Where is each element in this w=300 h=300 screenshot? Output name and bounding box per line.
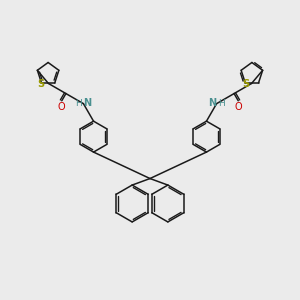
Text: N: N <box>208 98 217 108</box>
Text: H: H <box>218 99 224 108</box>
Text: O: O <box>58 102 66 112</box>
Text: O: O <box>234 102 242 112</box>
Text: H: H <box>76 99 82 108</box>
Text: S: S <box>37 79 44 88</box>
Text: N: N <box>83 98 92 108</box>
Text: S: S <box>242 79 249 88</box>
